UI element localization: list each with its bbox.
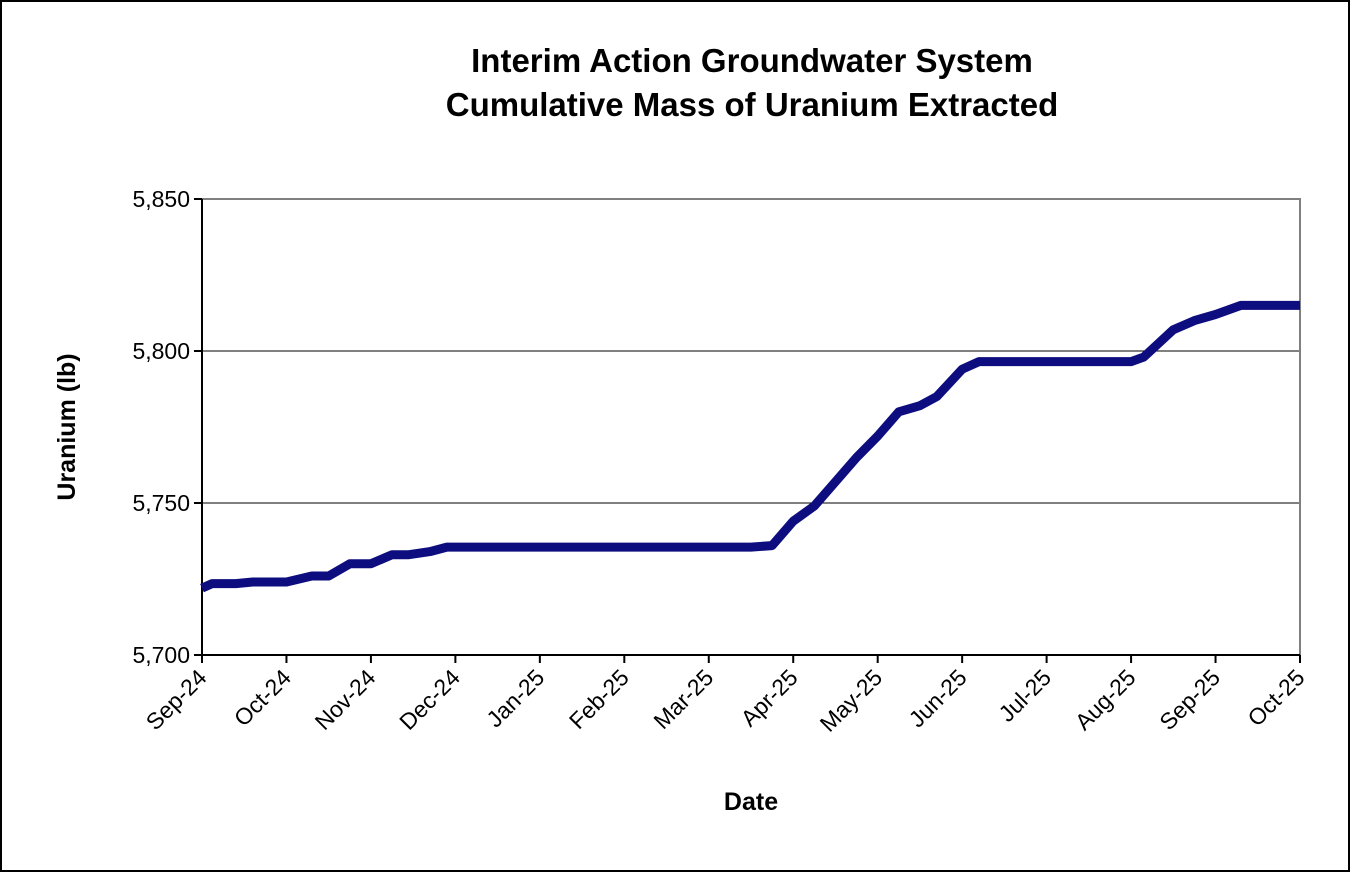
axes: [194, 198, 1301, 663]
x-tick-label: Oct-24: [229, 664, 296, 731]
x-tick-label: Sep-24: [141, 664, 212, 735]
x-tick-label: Sep-25: [1154, 664, 1225, 735]
y-axis-title: Uranium (lb): [53, 353, 81, 500]
y-tick-label: 5,850: [132, 186, 190, 212]
x-tick-label: Oct-25: [1242, 664, 1309, 731]
x-axis-title: Date: [724, 788, 778, 816]
y-tick-label: 5,800: [132, 338, 190, 364]
chart-subtitle: Cumulative Mass of Uranium Extracted: [446, 86, 1059, 123]
x-tick-label: Jun-25: [904, 664, 972, 732]
series-line: [200, 300, 1300, 593]
y-tick-label: 5,750: [132, 490, 190, 516]
x-tick-label: May-25: [815, 664, 888, 737]
y-tick-label: 5,700: [132, 642, 190, 668]
x-tick-label: Aug-25: [1070, 664, 1141, 735]
x-tick-label: Apr-25: [736, 664, 803, 731]
x-tick-label: Jul-25: [993, 664, 1056, 727]
gridlines: [202, 198, 1300, 504]
plot-area-border: [201, 198, 1301, 656]
x-tick-label: Mar-25: [648, 664, 718, 734]
chart-title: Interim Action Groundwater System: [471, 42, 1033, 79]
x-tick-label: Nov-24: [310, 664, 381, 735]
x-tick-label: Dec-24: [394, 664, 465, 735]
x-tick-label: Jan-25: [481, 664, 549, 732]
series-layer: [200, 300, 1300, 593]
x-tick-label: Feb-25: [564, 664, 634, 734]
